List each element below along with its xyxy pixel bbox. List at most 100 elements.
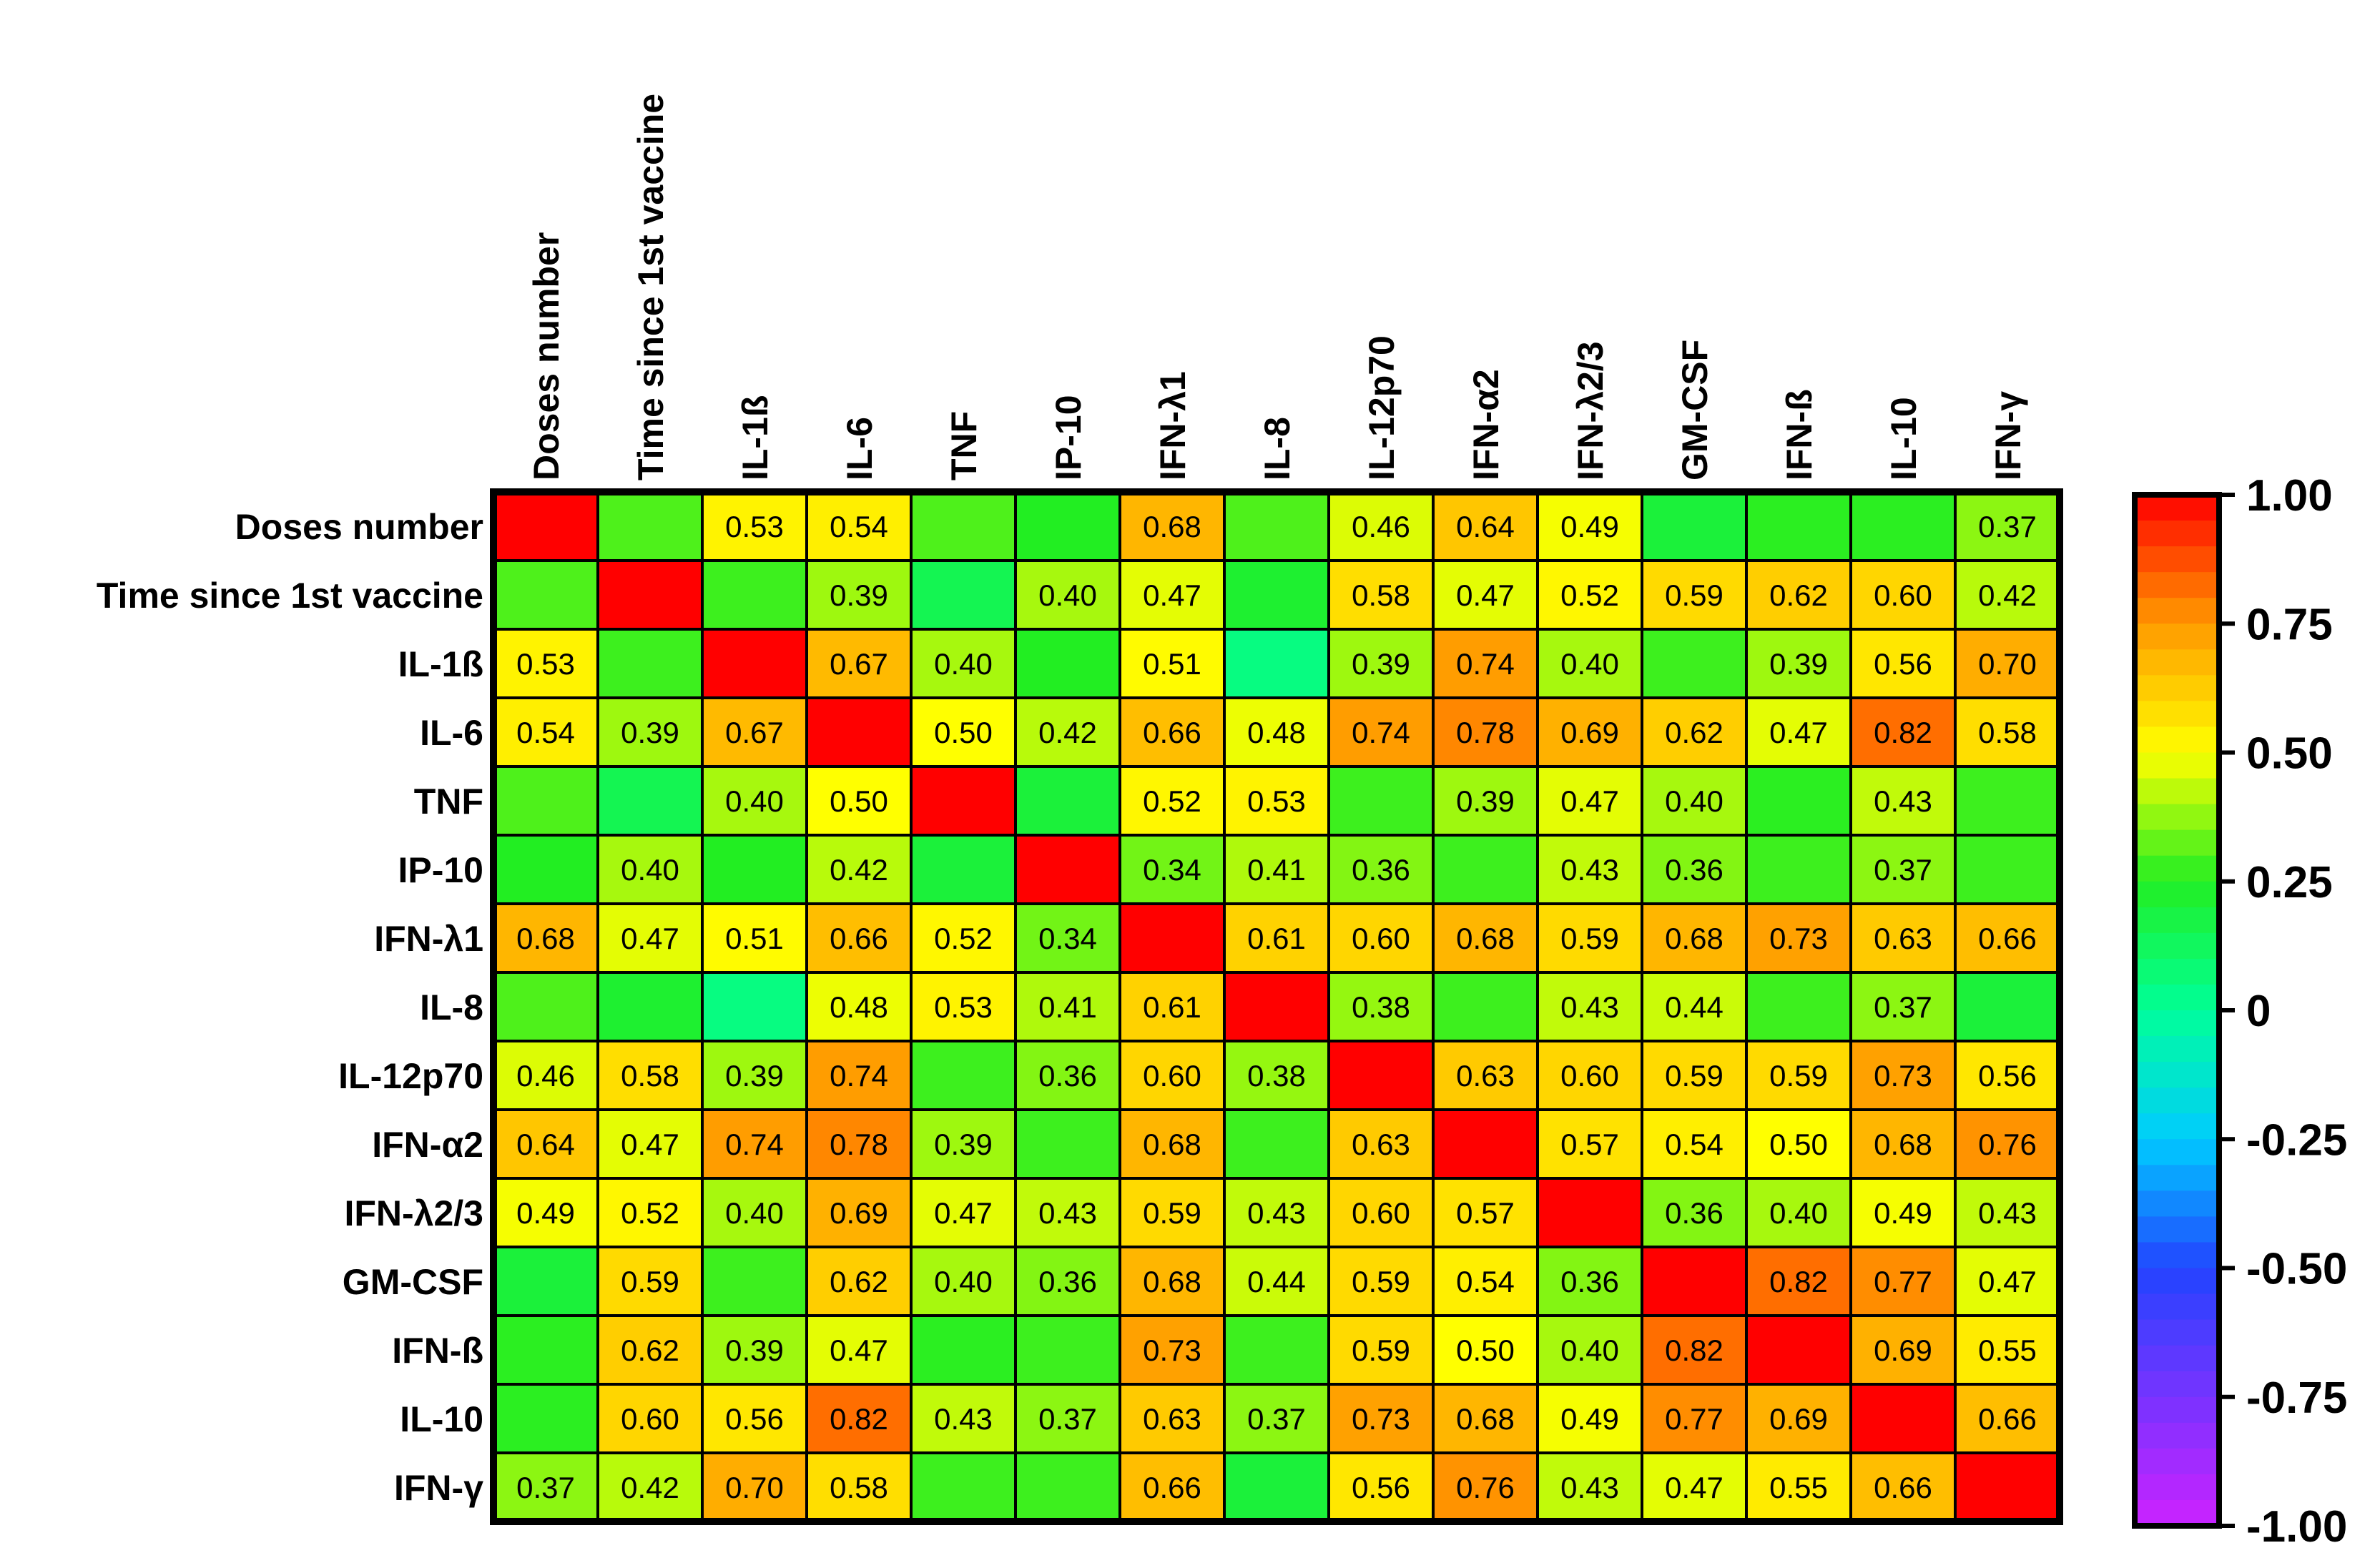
cell-value-label: 0.39 xyxy=(621,716,679,749)
cell-value-label: 0.36 xyxy=(1560,1265,1619,1298)
cell-value-label: 0.47 xyxy=(621,922,679,955)
heatmap-cell xyxy=(1118,1314,1226,1386)
cell-value-label: 0.39 xyxy=(830,578,888,612)
heatmap-cell xyxy=(1327,834,1435,905)
heatmap-cell xyxy=(1954,1108,2061,1180)
cell-value-label: 0.36 xyxy=(1038,1059,1097,1093)
column-label: IL-12p70 xyxy=(1362,335,1402,480)
colorbar-step xyxy=(2135,855,2219,882)
column-label: IL-8 xyxy=(1257,417,1297,480)
heatmap-cell xyxy=(1641,971,1748,1042)
cell-value-label: 0.62 xyxy=(1665,716,1723,749)
colorbar-step xyxy=(2135,881,2219,908)
colorbar-step xyxy=(2135,701,2219,728)
heatmap-cell xyxy=(910,628,1017,699)
cell-value-label: 0.43 xyxy=(1560,990,1619,1024)
cell-value-label: 0.50 xyxy=(1456,1333,1515,1367)
heatmap-cell xyxy=(701,490,808,562)
row-label: IFN-γ xyxy=(394,1468,483,1508)
cell-value-label: 0.46 xyxy=(1352,510,1410,543)
column-label: IL-6 xyxy=(840,417,880,480)
heatmap-cell xyxy=(596,902,704,974)
cell-value-label: 0.50 xyxy=(934,716,993,749)
heatmap-cell xyxy=(1118,1040,1226,1111)
colorbar-step xyxy=(2135,572,2219,598)
heatmap-cell xyxy=(910,1108,1017,1180)
cell-value-label: 0.52 xyxy=(621,1196,679,1230)
heatmap-cell xyxy=(1641,1177,1748,1248)
cell-value-label: 0.70 xyxy=(1978,647,2037,681)
colorbar-step xyxy=(2135,1268,2219,1295)
cell-value-label: 0.76 xyxy=(1978,1128,2037,1161)
cell-value-label: 0.51 xyxy=(1143,647,1201,681)
heatmap-cell xyxy=(1118,902,1226,974)
colorbar-tick-label: -1.00 xyxy=(2246,1502,2347,1552)
heatmap-cell xyxy=(1536,1040,1643,1111)
heatmap-cell xyxy=(1849,490,1957,562)
row-label: IL-8 xyxy=(420,987,483,1027)
cell-value-label: 0.47 xyxy=(830,1333,888,1367)
colorbar-step xyxy=(2135,546,2219,573)
colorbar-step xyxy=(2135,1010,2219,1037)
cell-value-label: 0.43 xyxy=(934,1402,993,1436)
cell-value-label: 0.39 xyxy=(934,1128,993,1161)
cell-value-label: 0.59 xyxy=(1665,578,1723,612)
heatmap-cell xyxy=(1223,765,1330,837)
cell-value-label: 0.63 xyxy=(1456,1059,1515,1093)
heatmap-cell xyxy=(1014,1177,1121,1248)
cell-value-label: 0.68 xyxy=(1456,922,1515,955)
cell-value-label: 0.46 xyxy=(516,1059,575,1093)
heatmap-cell xyxy=(805,902,913,974)
heatmap-cell xyxy=(1954,559,2061,631)
cell-value-label: 0.40 xyxy=(934,647,993,681)
heatmap-cell xyxy=(1223,1108,1330,1180)
cell-value-label: 0.39 xyxy=(725,1059,784,1093)
cell-value-label: 0.37 xyxy=(1978,510,2037,543)
colorbar-step xyxy=(2135,1448,2219,1475)
heatmap-cell xyxy=(1849,559,1957,631)
cell-value-label: 0.60 xyxy=(1352,922,1410,955)
colorbar-step xyxy=(2135,907,2219,934)
cell-value-label: 0.69 xyxy=(1769,1402,1828,1436)
cell-value-label: 0.66 xyxy=(1978,922,2037,955)
cell-value-label: 0.56 xyxy=(725,1402,784,1436)
heatmap-cell xyxy=(1118,1108,1226,1180)
cell-value-label: 0.47 xyxy=(1665,1471,1723,1504)
column-label: IFN-λ1 xyxy=(1153,371,1193,480)
cell-value-label: 0.64 xyxy=(1456,510,1515,543)
heatmap-cell xyxy=(910,696,1017,768)
heatmap-cell xyxy=(1432,902,1539,974)
cell-value-label: 0.54 xyxy=(830,510,888,543)
heatmap-cells xyxy=(492,490,2061,1523)
colorbar-step xyxy=(2135,778,2219,805)
column-label: IFN-λ2/3 xyxy=(1570,341,1611,480)
heatmap-cell xyxy=(1536,834,1643,905)
heatmap-cell xyxy=(1327,971,1435,1042)
cell-value-label: 0.40 xyxy=(1769,1196,1828,1230)
column-label: IFN-α2 xyxy=(1466,369,1506,480)
heatmap-cell xyxy=(1014,971,1121,1042)
cell-value-label: 0.70 xyxy=(725,1471,784,1504)
cell-value-label: 0.56 xyxy=(1978,1059,2037,1093)
colorbar-step xyxy=(2135,1242,2219,1269)
heatmap-cell xyxy=(1432,696,1539,768)
colorbar-step xyxy=(2135,752,2219,779)
cell-value-label: 0.59 xyxy=(1769,1059,1828,1093)
heatmap-cell xyxy=(910,971,1017,1042)
cell-value-label: 0.60 xyxy=(1874,578,1932,612)
colorbar-step xyxy=(2135,1293,2219,1321)
cell-value-label: 0.59 xyxy=(1352,1333,1410,1367)
colorbar-step xyxy=(2135,1165,2219,1191)
colorbar-step xyxy=(2135,623,2219,650)
heatmap-cell xyxy=(492,559,599,631)
row-label: IFN-λ1 xyxy=(374,919,483,959)
cell-value-label: 0.66 xyxy=(830,922,888,955)
heatmap-cell xyxy=(1432,1246,1539,1317)
cell-value-label: 0.41 xyxy=(1038,990,1097,1024)
heatmap-cell xyxy=(1641,559,1748,631)
colorbar-step xyxy=(2135,932,2219,960)
cell-value-label: 0.64 xyxy=(516,1128,575,1161)
colorbar-step xyxy=(2135,984,2219,1011)
heatmap-frame xyxy=(490,488,2063,1525)
cell-value-label: 0.60 xyxy=(1143,1059,1201,1093)
